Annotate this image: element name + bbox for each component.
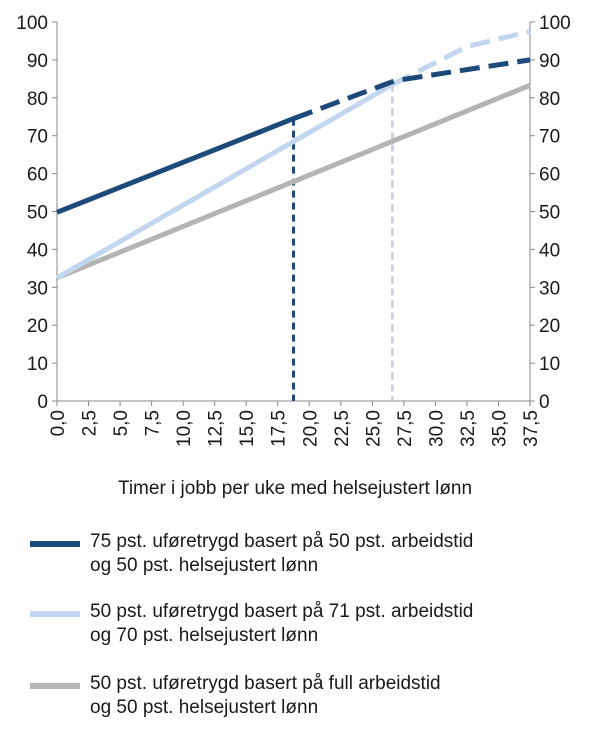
x-tick-label: 17,5 — [269, 410, 290, 447]
y-tick-labels-left: 0 10 20 30 40 50 60 70 80 90 100 — [16, 13, 48, 413]
line-chart: 0 10 20 30 40 50 60 70 80 90 100 0 10 20 30 40 50 60 70 80… — [16, 13, 571, 447]
legend-swatch-2 — [30, 611, 80, 617]
y-tick-label-right: 90 — [539, 51, 560, 72]
x-tick-label: 22,5 — [332, 410, 353, 447]
x-tick-label: 25,0 — [363, 410, 384, 447]
x-axis-label: Timer i jobb per uke med helsejustert lø… — [117, 478, 473, 499]
y-tick-label-right: 100 — [539, 13, 571, 34]
x-tick-label: 30,0 — [426, 410, 447, 447]
y-tick-label-left: 100 — [16, 13, 48, 34]
x-tick-label: 2,5 — [80, 410, 101, 436]
y-tick-label-left: 50 — [27, 203, 48, 224]
y-tick-labels-right: 0 10 20 30 40 50 60 70 80 90 100 — [539, 13, 571, 413]
legend-label-3: 50 pst. uføretrygd basert på full arbeid… — [90, 673, 441, 718]
y-tick-label-right: 20 — [539, 316, 560, 337]
y-tick-label-left: 60 — [27, 165, 48, 186]
x-tick-label: 0,0 — [48, 410, 69, 436]
legend-swatch-3 — [30, 683, 80, 689]
x-tick-label: 12,5 — [206, 410, 227, 447]
series-3-solid-line — [56, 82, 531, 281]
series-2-solid-line — [55, 82, 394, 280]
x-tick-label: 10,0 — [174, 410, 195, 447]
series-1-dashed-line — [292, 57, 531, 121]
y-tick-label-right: 0 — [539, 392, 550, 413]
series-lines — [55, 29, 531, 281]
x-tick-label: 20,0 — [300, 410, 321, 447]
y-tick-label-right: 50 — [539, 203, 560, 224]
y-tick-label-right: 40 — [539, 240, 560, 261]
vertical-markers — [292, 84, 395, 401]
y-tick-label-left: 80 — [27, 89, 48, 110]
y-tick-label-left: 30 — [27, 278, 48, 299]
x-tick-label: 32,5 — [458, 410, 479, 447]
y-tick-label-right: 80 — [539, 89, 560, 110]
x-tick-label: 7,5 — [143, 410, 164, 436]
series-1-solid-line — [56, 116, 295, 215]
x-tick-label: 15,0 — [237, 410, 258, 447]
y-tick-label-left: 90 — [27, 51, 48, 72]
x-tick-label: 5,0 — [111, 410, 132, 436]
x-tick-label: 27,5 — [395, 410, 416, 447]
series-2-dashed-line — [391, 29, 531, 87]
y-tick-label-right: 30 — [539, 278, 560, 299]
y-tick-label-right: 10 — [539, 354, 560, 375]
y-tick-label-right: 70 — [539, 127, 560, 148]
x-tick-label: 37,5 — [521, 410, 542, 447]
legend-label-1: 75 pst. uføretrygd basert på 50 pst. arb… — [90, 531, 474, 576]
x-tick-labels: 0,0 2,5 5,0 7,5 10,0 12,5 15,0 17,5 20,0 22,5 25,0… — [48, 410, 542, 447]
legend-swatch-1 — [30, 541, 80, 547]
y-tick-label-left: 10 — [27, 354, 48, 375]
y-tick-label-left: 0 — [37, 392, 48, 413]
y-tick-label-left: 20 — [27, 316, 48, 337]
legend-label-2: 50 pst. uføretrygd basert på 71 pst. arb… — [90, 601, 474, 646]
x-tick-label: 35,0 — [489, 410, 510, 447]
y-tick-label-left: 70 — [27, 127, 48, 148]
y-tick-label-left: 40 — [27, 240, 48, 261]
y-tick-label-right: 60 — [539, 165, 560, 186]
